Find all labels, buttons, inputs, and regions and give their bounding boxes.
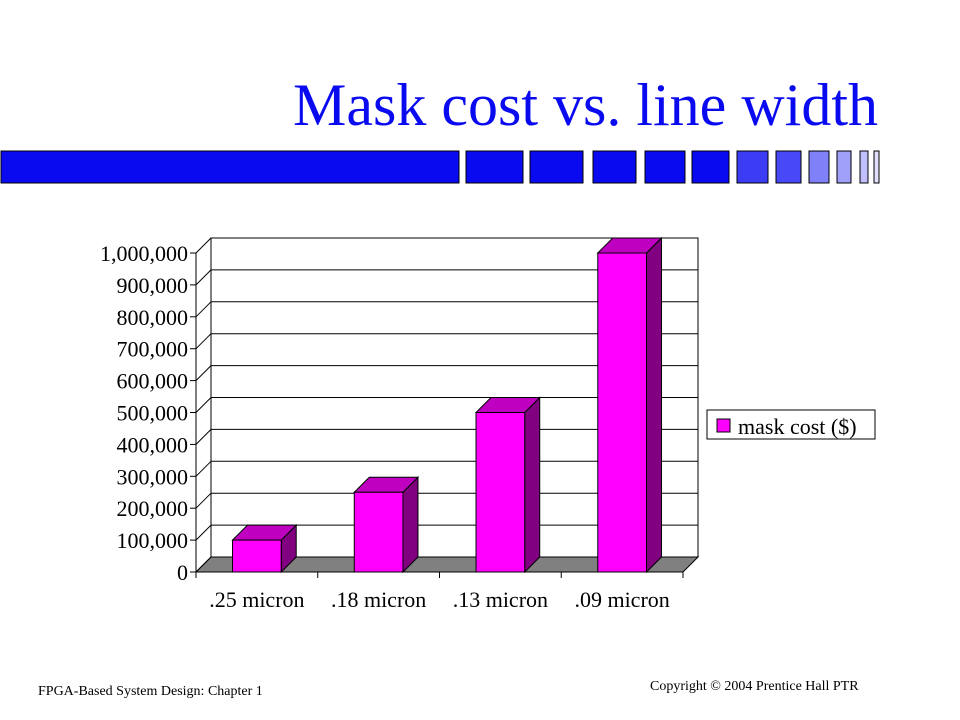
gridline-side <box>195 269 212 286</box>
legend-box <box>706 409 876 440</box>
y-tick-label: 700,000 <box>117 337 189 362</box>
bar-block <box>836 150 852 184</box>
bar-block <box>775 150 802 184</box>
gridline-side <box>195 429 212 445</box>
gridline-side <box>195 524 212 541</box>
x-tick-label: .13 micron <box>453 587 548 612</box>
bar-block <box>465 150 524 184</box>
gridline-side <box>195 301 212 318</box>
bar-side <box>645 236 662 574</box>
bar-side <box>524 396 541 574</box>
gridline-side <box>195 492 212 509</box>
gridline-side <box>195 460 212 477</box>
bar <box>232 539 282 573</box>
y-tick-label: 400,000 <box>117 432 189 457</box>
footer-chapter: FPGA-Based System Design: Chapter 1 <box>38 684 263 699</box>
y-tick-label: 300,000 <box>117 464 189 489</box>
bar-block <box>808 150 830 184</box>
bar <box>597 252 647 573</box>
bar-block <box>644 150 686 184</box>
bar-block <box>691 150 730 184</box>
bar-block <box>859 150 869 184</box>
legend: mask cost ($) <box>706 409 876 440</box>
gridline-side <box>195 333 212 350</box>
x-tick-label: .09 micron <box>574 587 669 612</box>
x-tick-label: .25 micron <box>209 587 304 612</box>
bar-block <box>592 150 637 184</box>
y-tick-label: 1,000,000 <box>100 241 188 266</box>
y-tick-label: 100,000 <box>117 528 189 553</box>
y-tick-label: 800,000 <box>117 305 189 330</box>
legend-swatch <box>716 418 731 433</box>
bar-block <box>736 150 769 184</box>
gridline-side <box>195 397 212 413</box>
gridline-side <box>195 237 212 254</box>
bar-side <box>402 476 419 574</box>
y-tick-label: 600,000 <box>117 369 189 394</box>
bar <box>475 412 526 573</box>
y-tick-label: 200,000 <box>117 496 189 521</box>
gridline-side <box>195 365 212 381</box>
bar-block <box>873 150 880 184</box>
y-tick-label: 0 <box>177 560 188 585</box>
y-tick-label: 900,000 <box>117 273 189 298</box>
bar <box>353 491 404 573</box>
bar-block <box>529 150 584 184</box>
gridline-side <box>195 556 212 573</box>
x-tick-labels: .25 micron .18 micron .13 micron .09 micron <box>195 572 684 612</box>
legend-label: mask cost ($) <box>738 414 857 439</box>
x-tick-label: .18 micron <box>331 587 426 612</box>
bar-block <box>0 150 460 184</box>
bars-layer <box>231 236 663 574</box>
slide-title: Mask cost vs. line width <box>293 72 878 138</box>
title-decorative-bar <box>0 150 880 184</box>
y-tick-label: 500,000 <box>117 401 189 426</box>
footer-copyright: Copyright © 2004 Prentice Hall PTR <box>650 679 859 694</box>
y-tick-labels: 0 100,000 200,000 300,000 400,000 500,000 600,… <box>100 241 188 585</box>
